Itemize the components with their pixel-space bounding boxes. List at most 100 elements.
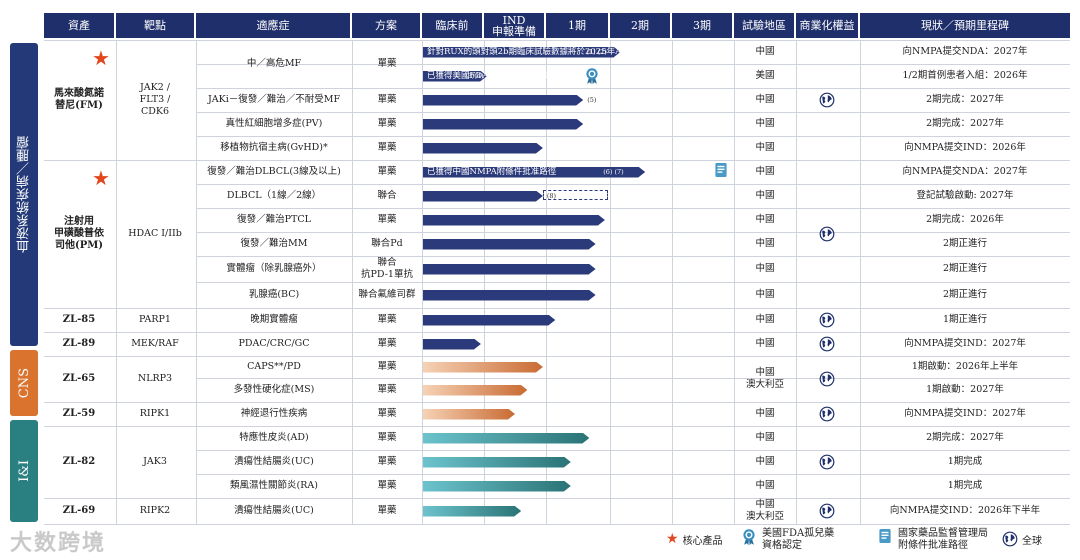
pipeline-bar [423, 506, 521, 517]
category-label: 血液系統疾病／腫瘤 [16, 136, 32, 253]
column-header: 3期 [672, 13, 732, 38]
pipeline-bar [423, 290, 596, 301]
regimen: 聯合氟維司群 [358, 289, 416, 300]
column-header: 現狀／預期里程碑 [860, 13, 1070, 38]
column-divider [796, 40, 797, 524]
footnote-ref: (6) (7) [603, 167, 624, 176]
global-rights-globe-icon [819, 503, 835, 519]
pipeline-bar [423, 433, 589, 444]
regimen: 單藥 [377, 432, 397, 443]
indication: 潰瘍性結腸炎(UC) [234, 505, 314, 516]
row-divider [44, 332, 1070, 333]
indication: 神經退行性疾病 [240, 408, 308, 419]
column-header: IND 申報準備 [484, 13, 544, 38]
regimen: 聯合 [377, 190, 397, 201]
milestone: 1期正進行 [942, 314, 988, 325]
milestone: 1期完成 [947, 456, 983, 467]
pipeline-bar [423, 457, 571, 468]
milestone: 1/2期首例患者入組：2026年 [902, 70, 1028, 81]
regimen: 單藥 [377, 142, 397, 153]
milestone: 2期完成：2027年 [926, 94, 1004, 105]
trial-region: 中國 [755, 432, 775, 443]
nmpa-conditional-approval-icon [715, 163, 727, 177]
column-divider [484, 40, 485, 524]
pipeline-bar [423, 47, 620, 58]
trial-region: 中國 [755, 314, 775, 325]
milestone: 1期完成 [947, 480, 983, 491]
legend-core-product: ★ 核心產品 [666, 531, 723, 547]
column-header: 試驗地區 [734, 13, 794, 38]
trial-region: 中國 澳大利亞 [745, 367, 784, 390]
milestone: 1期啟動：2026年上半年 [911, 361, 1019, 372]
regimen: 單藥 [377, 361, 397, 372]
bar-annotation: 已獲得中國NMPA附條件批准路徑 [427, 166, 557, 177]
milestone: 2期正進行 [942, 289, 988, 300]
legend-label: 核心產品 [682, 535, 723, 547]
regimen: 單藥 [377, 214, 397, 225]
planned-extension-bar [542, 190, 608, 200]
milestone: 2期正進行 [942, 263, 988, 274]
column-divider [734, 40, 735, 524]
asset-name: ZL-89 [62, 338, 96, 349]
row-divider [44, 356, 1070, 357]
legend-global: 全球 [1022, 536, 1042, 547]
regimen: 單藥 [377, 166, 397, 177]
target-name: PARP1 [139, 314, 171, 325]
row-divider [44, 426, 1070, 427]
trial-region: 中國 [755, 456, 775, 467]
indication: PDAC/CRC/GC [238, 338, 310, 349]
pipeline-bar [423, 481, 571, 492]
pipeline-bar [423, 264, 596, 275]
regimen: 單藥 [377, 408, 397, 419]
trial-region: 中國 [755, 190, 775, 201]
legend-nmpa: 國家藥品監督管理局 附條件批准路徑 [898, 528, 988, 551]
row-divider [196, 88, 1070, 89]
column-header: 1期 [546, 13, 608, 38]
regimen: 單藥 [377, 118, 397, 129]
indication: 特應性皮炎(AD) [239, 432, 309, 443]
trial-region: 中國 [755, 46, 775, 57]
pipeline-bar [423, 409, 515, 420]
row-divider [196, 136, 1070, 137]
trial-region: 中國 [755, 94, 775, 105]
indication: 乳腺癌(BC) [248, 289, 300, 300]
watermark-logo: 大数跨境 [10, 531, 107, 556]
milestone: 2期完成：2026年 [926, 214, 1004, 225]
indication: CAPS**/PD [247, 361, 301, 372]
row-divider [196, 474, 1070, 475]
regimen: 單藥 [377, 384, 397, 395]
row-divider [196, 64, 1070, 65]
indication: DLBCL（1線／2線） [226, 190, 322, 201]
regimen: 單藥 [377, 480, 397, 491]
column-divider [422, 40, 423, 524]
pipeline-bar [423, 239, 596, 250]
star-icon: ★ [666, 531, 679, 547]
asset-name: ZL-65 [62, 373, 96, 384]
core-product-star-icon: ★ [92, 46, 110, 70]
asset-name: ZL-69 [62, 505, 96, 516]
milestone: 向NMPA提交IND：2026年下半年 [889, 505, 1041, 516]
trial-region: 中國 [755, 289, 775, 300]
category-label: CNS [16, 367, 32, 399]
global-rights-globe-icon [819, 454, 835, 470]
trial-region: 中國 [755, 142, 775, 153]
row-divider [196, 232, 1070, 233]
milestone: 2期完成：2027年 [926, 118, 1004, 129]
footnote-ref: (5) [587, 95, 597, 104]
regimen: 單藥 [377, 456, 397, 467]
regimen: 單藥 [377, 314, 397, 325]
column-header: 商業化權益 [796, 13, 858, 38]
hematology-oncology-category: 血液系統疾病／腫瘤 [10, 43, 38, 346]
milestone: 向NMPA提交IND：2027年 [904, 408, 1026, 419]
column-divider [610, 40, 611, 524]
global-rights-globe-icon [819, 406, 835, 422]
column-divider [672, 40, 673, 524]
indication: 中／高危MF [246, 58, 302, 69]
trial-region: 中國 澳大利亞 [745, 499, 784, 522]
asset-name: ZL-59 [62, 408, 96, 419]
indication: 潰瘍性結腸炎(UC) [234, 456, 314, 467]
trial-region: 美國 [755, 70, 775, 81]
immunology-category: I&I [10, 420, 38, 522]
column-divider [116, 40, 117, 524]
